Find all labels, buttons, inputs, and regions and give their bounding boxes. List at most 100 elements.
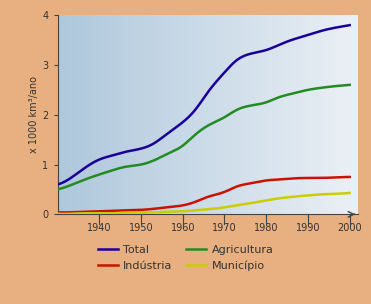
Bar (93, 15, 95, 214)
Bar (307, 15, 308, 214)
Bar (311, 15, 313, 214)
Bar (166, 15, 167, 214)
Bar (181, 15, 182, 214)
Bar (95, 15, 96, 214)
Bar (305, 15, 307, 214)
Bar (357, 15, 358, 214)
Bar (266, 15, 268, 214)
Bar (321, 15, 322, 214)
Bar (290, 15, 292, 214)
Bar (218, 15, 220, 214)
Bar (262, 15, 263, 214)
Bar (223, 15, 224, 214)
Bar (151, 15, 152, 214)
Bar (334, 15, 335, 214)
Bar (253, 15, 255, 214)
Bar (63, 15, 65, 214)
Bar (85, 15, 86, 214)
Bar (175, 15, 176, 214)
Bar (194, 15, 196, 214)
Bar (355, 15, 357, 214)
Bar (255, 15, 256, 214)
Bar (340, 15, 341, 214)
Bar (176, 15, 178, 214)
Bar (86, 15, 88, 214)
Bar (154, 15, 155, 214)
Bar (116, 15, 118, 214)
Bar (164, 15, 166, 214)
Bar (98, 15, 99, 214)
Bar (319, 15, 321, 214)
Legend: Total, Indústria, Agricultura, Município: Total, Indústria, Agricultura, Município (93, 241, 278, 276)
Bar (293, 15, 295, 214)
Bar (341, 15, 343, 214)
Bar (65, 15, 66, 214)
Bar (286, 15, 288, 214)
Bar (167, 15, 169, 214)
Bar (113, 15, 115, 214)
Bar (206, 15, 208, 214)
Bar (59, 15, 60, 214)
Bar (299, 15, 301, 214)
Bar (296, 15, 298, 214)
Bar (188, 15, 190, 214)
Bar (107, 15, 109, 214)
Bar (118, 15, 119, 214)
Bar (257, 15, 259, 214)
Bar (179, 15, 181, 214)
Bar (239, 15, 241, 214)
Bar (298, 15, 299, 214)
Bar (226, 15, 227, 214)
Bar (349, 15, 351, 214)
Bar (76, 15, 77, 214)
Bar (313, 15, 315, 214)
Bar (352, 15, 354, 214)
Bar (232, 15, 233, 214)
Bar (110, 15, 112, 214)
Bar (259, 15, 260, 214)
Bar (278, 15, 280, 214)
Bar (104, 15, 106, 214)
Bar (217, 15, 218, 214)
Bar (68, 15, 69, 214)
Bar (112, 15, 113, 214)
Bar (351, 15, 352, 214)
Bar (302, 15, 304, 214)
Bar (235, 15, 236, 214)
Bar (172, 15, 173, 214)
Bar (247, 15, 248, 214)
Bar (127, 15, 128, 214)
Bar (242, 15, 244, 214)
Bar (224, 15, 226, 214)
Bar (158, 15, 160, 214)
Bar (82, 15, 83, 214)
Bar (66, 15, 68, 214)
Bar (338, 15, 340, 214)
Bar (238, 15, 239, 214)
Bar (211, 15, 212, 214)
Bar (288, 15, 289, 214)
Bar (236, 15, 238, 214)
Bar (214, 15, 215, 214)
Bar (343, 15, 345, 214)
Bar (346, 15, 348, 214)
Bar (316, 15, 318, 214)
Bar (318, 15, 319, 214)
Bar (241, 15, 242, 214)
Bar (79, 15, 80, 214)
Bar (160, 15, 161, 214)
Bar (149, 15, 151, 214)
Bar (77, 15, 79, 214)
Bar (137, 15, 139, 214)
Bar (197, 15, 199, 214)
Bar (227, 15, 229, 214)
Bar (157, 15, 158, 214)
Bar (60, 15, 62, 214)
Bar (58, 15, 59, 214)
Bar (281, 15, 283, 214)
Bar (129, 15, 131, 214)
Bar (146, 15, 148, 214)
Bar (301, 15, 302, 214)
Bar (315, 15, 316, 214)
Bar (271, 15, 272, 214)
